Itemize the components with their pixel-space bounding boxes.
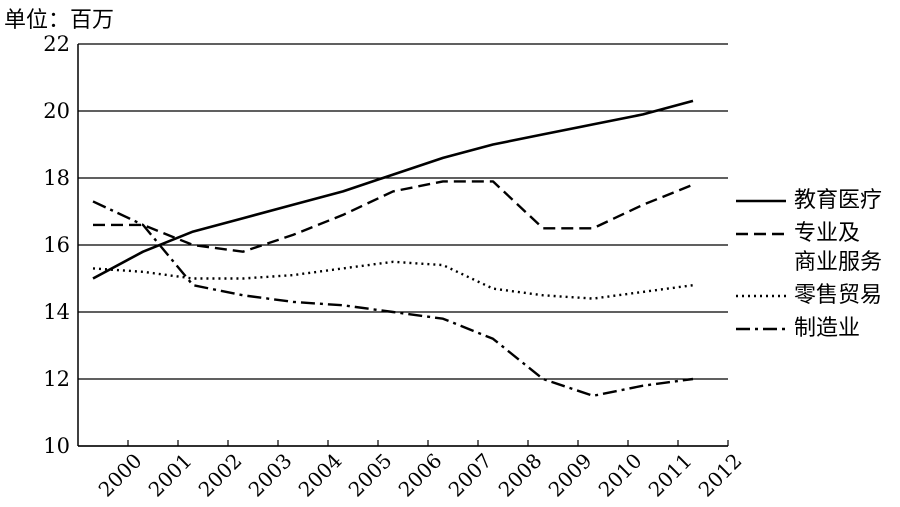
legend-swatch: [736, 327, 786, 331]
y-tick-label: 10: [43, 434, 70, 458]
x-tick-label: 2002: [194, 449, 247, 502]
series-line-1: [92, 99, 694, 280]
x-tick-label: 2001: [144, 449, 197, 502]
x-tick-label: 2003: [244, 449, 297, 502]
y-tick-label: 14: [43, 300, 70, 324]
legend-label: 专业及 商业服务: [794, 221, 883, 275]
series-line-3: [92, 260, 694, 300]
legend-item: 专业及 商业服务: [736, 219, 882, 277]
legend-label: 零售贸易: [794, 283, 883, 308]
x-tick-label: 2000: [94, 449, 147, 502]
legend-swatch: [736, 294, 786, 298]
y-tick-label: 22: [43, 32, 70, 56]
legend-label: 制造业: [794, 316, 861, 341]
y-tick-label: 18: [43, 166, 70, 190]
x-tick-label: 2008: [494, 449, 547, 502]
series-line-2: [93, 180, 694, 253]
legend: 教育医疗专业及 商业服务零售贸易制造业: [736, 186, 882, 347]
legend-swatch: [736, 199, 786, 203]
legend-item: 制造业: [736, 314, 882, 343]
legend-item: 教育医疗: [736, 186, 882, 215]
legend-label: 教育医疗: [794, 188, 883, 213]
x-tick-label: 2006: [394, 449, 447, 502]
y-tick-label: 16: [43, 233, 70, 257]
legend-swatch: [736, 232, 786, 236]
x-tick-label: 2012: [694, 449, 747, 502]
legend-item: 零售贸易: [736, 281, 882, 310]
x-tick-label: 2009: [544, 449, 597, 502]
y-tick-label: 12: [43, 367, 70, 391]
x-tick-label: 2011: [644, 449, 697, 502]
y-tick-label: 20: [43, 99, 70, 123]
x-tick-label: 2010: [594, 449, 647, 502]
series-line-4: [92, 200, 694, 397]
x-tick-label: 2007: [444, 449, 497, 502]
x-tick-label: 2004: [294, 449, 347, 502]
x-tick-label: 2005: [344, 449, 397, 502]
unit-label: 单位：百万: [4, 8, 115, 33]
